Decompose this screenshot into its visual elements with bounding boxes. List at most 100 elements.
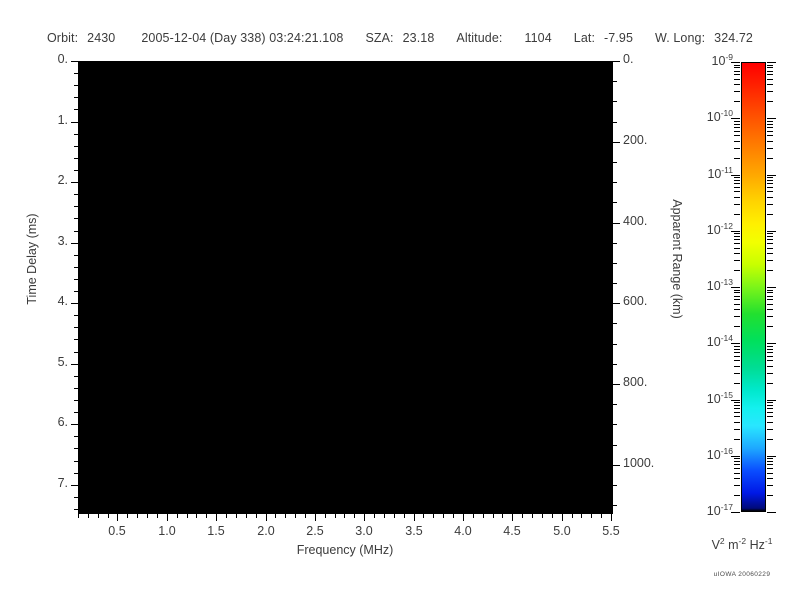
y-axis-left-minor-tick [74,388,78,389]
colorbar-minor-tick [734,402,740,403]
x-axis-minor-tick [404,514,405,518]
y-axis-left-major-tick [71,485,78,486]
x-axis-minor-tick [206,514,207,518]
y-axis-right-major-tick [613,384,620,385]
colorbar-minor-tick-right [767,180,773,181]
y-axis-left-minor-tick [74,97,78,98]
x-axis-tick-label: 5.5 [602,524,620,538]
x-axis-minor-tick [344,514,345,518]
y-axis-left-major-tick [71,424,78,425]
altitude-value: 1104 [524,31,552,45]
colorbar-minor-tick [734,495,740,496]
colorbar-minor-tick [734,131,740,132]
colorbar-minor-tick-right [767,346,773,347]
colorbar-minor-tick [734,352,740,353]
colorbar-minor-tick [734,67,740,68]
x-axis-minor-tick [384,514,385,518]
colorbar-minor-tick-right [767,290,773,291]
colorbar-minor-tick-right [767,187,773,188]
colorbar-tick-label: 10-16 [706,446,733,463]
colorbar-minor-tick [734,71,740,72]
plot-header: Orbit: 2430 2005-12-04 (Day 338) 03:24:21.… [0,31,800,45]
unit-v: V [711,538,720,553]
colorbar-minor-tick [734,458,740,459]
y-axis-right-minor-tick [613,182,617,183]
colorbar-minor-tick [734,177,740,178]
x-axis-major-tick [364,514,365,521]
x-axis-title: Frequency (MHz) [296,543,394,557]
sza-value: 23.18 [402,31,435,45]
colorbar-major-tick [731,175,740,176]
unit-hz-exp: -1 [764,536,773,546]
y-axis-right-minor-tick [613,424,617,425]
colorbar-minor-tick-right [767,408,773,409]
x-axis-minor-tick [98,514,99,518]
x-axis-minor-tick [473,514,474,518]
y-axis-left-minor-tick [74,327,78,328]
colorbar-minor-tick-right [767,67,773,68]
y-axis-left-minor-tick [74,315,78,316]
x-axis-minor-tick [137,514,138,518]
y-axis-right-minor-tick [613,162,617,163]
colorbar-minor-tick [734,316,740,317]
y-axis-right-minor-tick [613,323,617,324]
colorbar-minor-tick [734,461,740,462]
x-axis-minor-tick [522,514,523,518]
x-axis-minor-tick [493,514,494,518]
y-axis-left-tick-label: 7. [57,476,68,490]
colorbar-tick-label: 10-17 [706,502,733,519]
y-axis-right-tick-label: 400. [623,214,648,228]
colorbar-minor-tick [734,416,740,417]
colorbar-minor-tick-right [767,191,773,192]
colorbar-minor-tick-right [767,135,773,136]
y-axis-right-minor-tick [613,122,617,123]
y-axis-left-tick-label: 5. [57,355,68,369]
x-axis-minor-tick [552,514,553,518]
colorbar-major-tick-right [767,512,776,513]
x-axis-minor-tick [78,514,79,518]
x-axis-minor-tick [177,514,178,518]
x-axis-minor-tick [532,514,533,518]
colorbar-minor-tick-right [767,402,773,403]
colorbar-tick-label: 10-12 [706,221,733,238]
colorbar-minor-tick [734,74,740,75]
x-axis-major-tick [216,514,217,521]
x-axis-minor-tick [88,514,89,518]
credit-watermark: uIOWA 20060229 [713,571,771,578]
colorbar-minor-tick [734,408,740,409]
y-axis-left-minor-tick [74,497,78,498]
colorbar-minor-tick-right [767,296,773,297]
altitude-label: Altitude: [456,31,503,45]
colorbar-minor-tick-right [767,360,773,361]
y-axis-left-minor-tick [74,267,78,268]
colorbar-major-tick [731,231,740,232]
colorbar-major-tick-right [767,62,776,63]
y-axis-left-minor-tick [74,339,78,340]
colorbar-major-tick [731,456,740,457]
colorbar-major-tick-right [767,343,776,344]
colorbar-minor-tick-right [767,383,773,384]
x-axis-minor-tick [275,514,276,518]
y-axis-left-title: Time Delay (ms) [25,213,39,305]
y-axis-left-minor-tick [74,206,78,207]
y-axis-right-minor-tick [613,101,617,102]
x-axis-minor-tick [591,514,592,518]
colorbar-minor-tick [734,299,740,300]
y-axis-left-minor-tick [74,509,78,510]
x-axis-major-tick [414,514,415,521]
x-axis-tick-label: 1.0 [158,524,176,538]
colorbar-minor-tick-right [767,326,773,327]
colorbar-minor-tick-right [767,292,773,293]
colorbar-tick-label: 10-15 [706,390,733,407]
y-axis-right-major-tick [613,61,620,62]
x-axis-minor-tick [196,514,197,518]
colorbar-minor-tick-right [767,124,773,125]
colorbar-minor-tick-right [767,412,773,413]
x-axis-minor-tick [443,514,444,518]
x-axis-major-tick [167,514,168,521]
colorbar-minor-tick [734,148,740,149]
colorbar-tick-label: 10-13 [706,277,733,294]
y-axis-left-minor-tick [74,158,78,159]
colorbar-minor-tick [734,124,740,125]
y-axis-left-minor-tick [74,146,78,147]
